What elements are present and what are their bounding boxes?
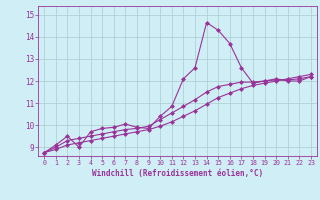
X-axis label: Windchill (Refroidissement éolien,°C): Windchill (Refroidissement éolien,°C) bbox=[92, 169, 263, 178]
